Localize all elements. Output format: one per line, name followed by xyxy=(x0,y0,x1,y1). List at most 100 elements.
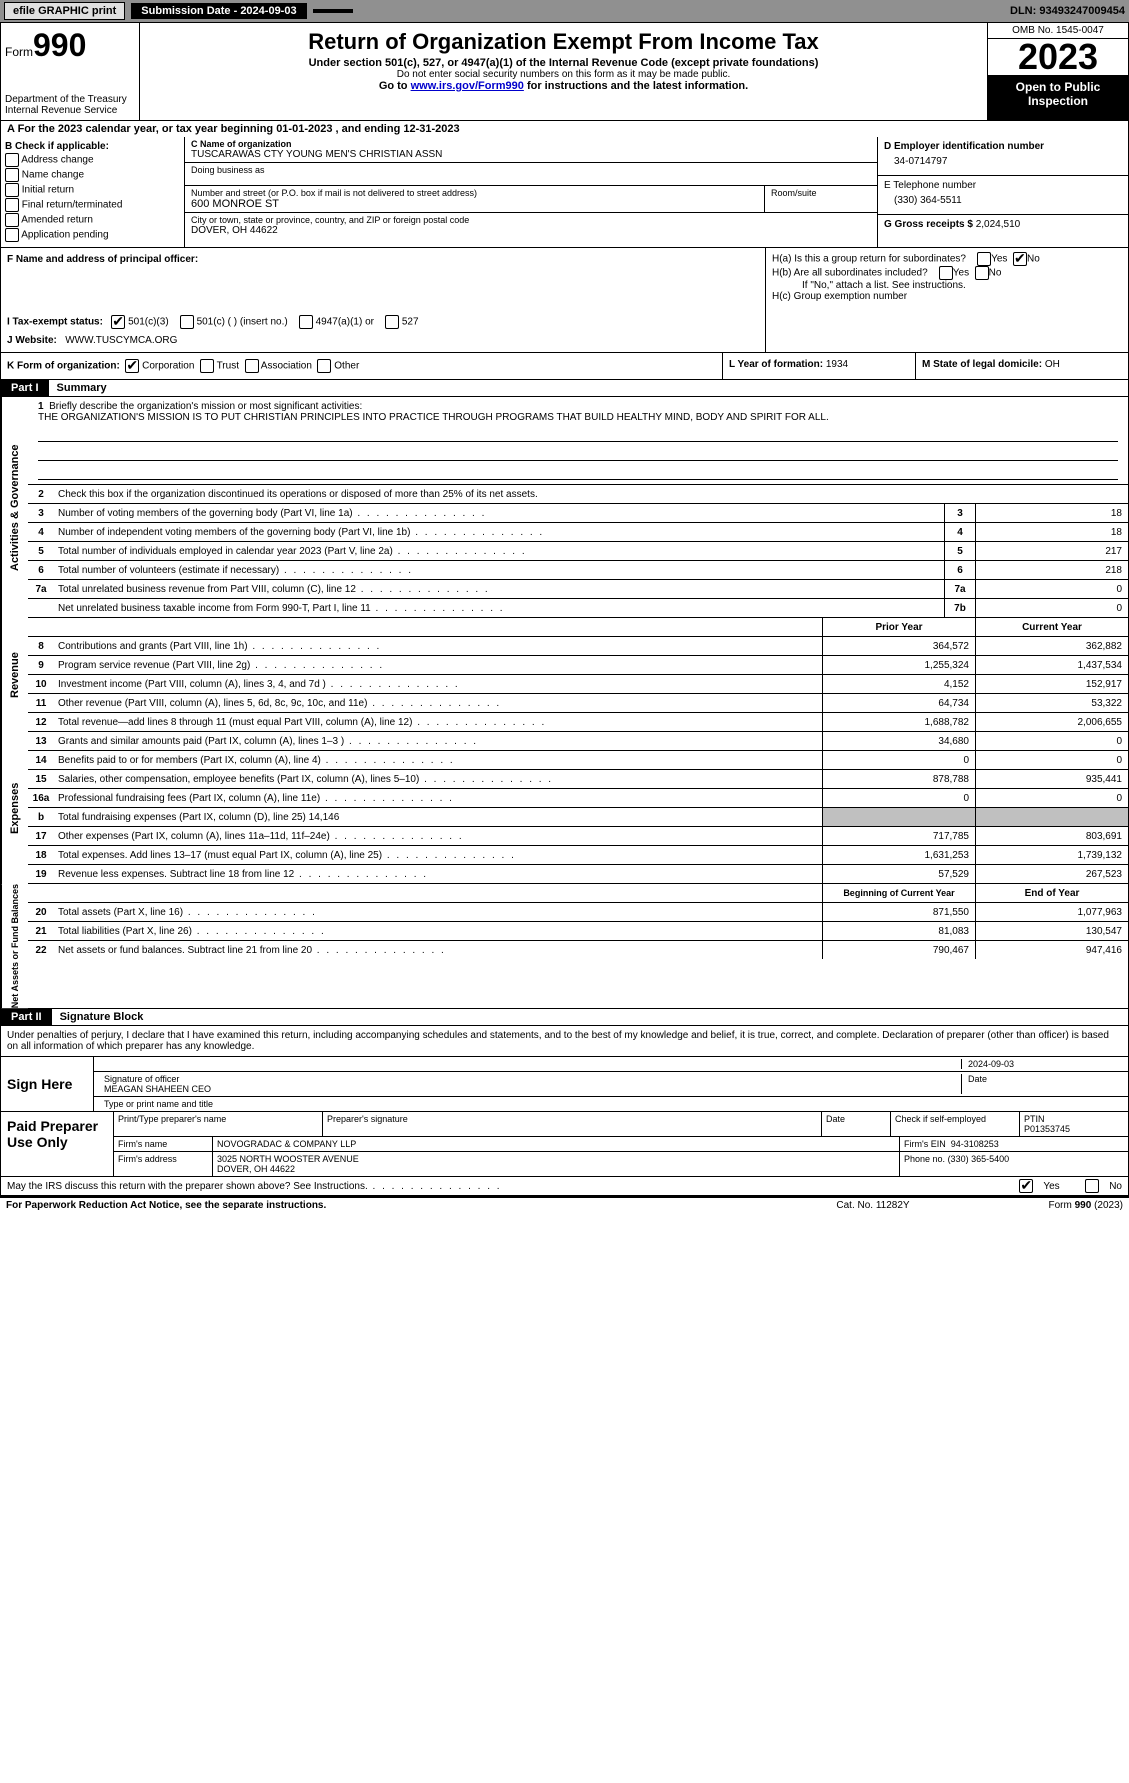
header-right: OMB No. 1545-0047 2023 Open to Public In… xyxy=(987,23,1128,120)
signature-block: Under penalties of perjury, I declare th… xyxy=(0,1026,1129,1177)
table-row: 7aTotal unrelated business revenue from … xyxy=(28,580,1128,599)
form-header: Form990 Department of the Treasury Inter… xyxy=(0,23,1129,121)
table-row: 13Grants and similar amounts paid (Part … xyxy=(28,732,1128,751)
initial-return-checkbox[interactable] xyxy=(5,183,19,197)
street-label: Number and street (or P.O. box if mail i… xyxy=(191,188,758,198)
form-number: 990 xyxy=(33,27,86,63)
net-assets-section: Net Assets or Fund Balances Beginning of… xyxy=(0,884,1129,1009)
top-toolbar: efile GRAPHIC print Submission Date - 20… xyxy=(0,0,1129,23)
name-change-checkbox[interactable] xyxy=(5,168,19,182)
city: DOVER, OH 44622 xyxy=(191,225,871,236)
exp-side-label: Expenses xyxy=(1,732,28,884)
section-i: I Tax-exempt status: 501(c)(3) 501(c) ( … xyxy=(7,315,759,329)
dept-label: Department of the Treasury Internal Reve… xyxy=(5,94,135,116)
line-a: A For the 2023 calendar year, or tax yea… xyxy=(0,121,1129,137)
section-fh: F Name and address of principal officer:… xyxy=(0,248,1129,353)
declaration-text: Under penalties of perjury, I declare th… xyxy=(1,1026,1128,1056)
form-subtitle: Under section 501(c), 527, or 4947(a)(1)… xyxy=(144,57,983,69)
table-row: 18Total expenses. Add lines 13–17 (must … xyxy=(28,846,1128,865)
4947-checkbox[interactable] xyxy=(299,315,313,329)
mission-block: 1 Briefly describe the organization's mi… xyxy=(28,397,1128,485)
table-row: 8Contributions and grants (Part VIII, li… xyxy=(28,637,1128,656)
discuss-no-checkbox[interactable] xyxy=(1085,1179,1099,1193)
table-row: 16aProfessional fundraising fees (Part I… xyxy=(28,789,1128,808)
ha-no-checkbox[interactable] xyxy=(1013,252,1027,266)
street: 600 MONROE ST xyxy=(191,198,758,210)
section-b-title: B Check if applicable: xyxy=(5,141,180,152)
tax-year: 2023 xyxy=(988,39,1128,76)
mission-text: THE ORGANIZATION'S MISSION IS TO PUT CHR… xyxy=(38,412,829,423)
ein-value: 34-0714797 xyxy=(884,152,1122,171)
501c-checkbox[interactable] xyxy=(180,315,194,329)
net-side-label: Net Assets or Fund Balances xyxy=(1,884,28,1008)
form-note2: Go to www.irs.gov/Form990 for instructio… xyxy=(144,80,983,92)
public-inspection: Open to Public Inspection xyxy=(988,76,1128,120)
table-row: 9Program service revenue (Part VIII, lin… xyxy=(28,656,1128,675)
part2-header: Part II Signature Block xyxy=(0,1009,1129,1026)
table-row: 14Benefits paid to or for members (Part … xyxy=(28,751,1128,770)
section-h: H(a) Is this a group return for subordin… xyxy=(765,248,1128,352)
table-row: 12Total revenue—add lines 8 through 11 (… xyxy=(28,713,1128,732)
hb-no-checkbox[interactable] xyxy=(975,266,989,280)
table-row: bTotal fundraising expenses (Part IX, co… xyxy=(28,808,1128,827)
assoc-checkbox[interactable] xyxy=(245,359,259,373)
suite-label: Room/suite xyxy=(765,186,877,212)
form-title: Return of Organization Exempt From Incom… xyxy=(144,29,983,55)
501c3-checkbox[interactable] xyxy=(111,315,125,329)
header-middle: Return of Organization Exempt From Incom… xyxy=(140,23,987,120)
table-row: 6Total number of volunteers (estimate if… xyxy=(28,561,1128,580)
efile-button[interactable]: efile GRAPHIC print xyxy=(4,2,125,20)
table-row: 15Salaries, other compensation, employee… xyxy=(28,770,1128,789)
final-return-checkbox[interactable] xyxy=(5,198,19,212)
table-row: 21Total liabilities (Part X, line 26)81,… xyxy=(28,922,1128,941)
city-label: City or town, state or province, country… xyxy=(191,215,871,225)
table-row: Net unrelated business taxable income fr… xyxy=(28,599,1128,618)
table-row: 3Number of voting members of the governi… xyxy=(28,504,1128,523)
other-checkbox[interactable] xyxy=(317,359,331,373)
bottom-bar: For Paperwork Reduction Act Notice, see … xyxy=(0,1196,1129,1213)
revenue-section: Revenue Prior Year Current Year 8Contrib… xyxy=(0,618,1129,732)
527-checkbox[interactable] xyxy=(385,315,399,329)
ha-yes-checkbox[interactable] xyxy=(977,252,991,266)
gov-side-label: Activities & Governance xyxy=(1,397,28,618)
section-klm: K Form of organization: Corporation Trus… xyxy=(0,353,1129,380)
paid-preparer-label: Paid Preparer Use Only xyxy=(1,1112,114,1176)
address-change-checkbox[interactable] xyxy=(5,153,19,167)
table-row: 11Other revenue (Part VIII, column (A), … xyxy=(28,694,1128,713)
section-b: B Check if applicable: Address change Na… xyxy=(1,137,185,247)
discuss-yes-checkbox[interactable] xyxy=(1019,1179,1033,1193)
table-row: 5Total number of individuals employed in… xyxy=(28,542,1128,561)
section-deg: D Employer identification number 34-0714… xyxy=(877,137,1128,247)
part1-header: Part I Summary xyxy=(0,380,1129,397)
form-note1: Do not enter social security numbers on … xyxy=(144,69,983,80)
phone-value: (330) 364-5511 xyxy=(884,191,1122,210)
gross-value: 2,024,510 xyxy=(976,219,1021,230)
amended-return-checkbox[interactable] xyxy=(5,213,19,227)
irs-link[interactable]: www.irs.gov/Form990 xyxy=(411,80,524,92)
gross-label: G Gross receipts $ xyxy=(884,219,973,230)
hb-yes-checkbox[interactable] xyxy=(939,266,953,280)
section-k: K Form of organization: Corporation Trus… xyxy=(1,353,723,379)
expenses-section: Expenses 13Grants and similar amounts pa… xyxy=(0,732,1129,884)
governance-section: Activities & Governance 1 Briefly descri… xyxy=(0,397,1129,618)
corp-checkbox[interactable] xyxy=(125,359,139,373)
dba-label: Doing business as xyxy=(191,165,871,175)
section-l: L Year of formation: 1934 xyxy=(723,353,916,379)
trust-checkbox[interactable] xyxy=(200,359,214,373)
submission-date-pill: Submission Date - 2024-09-03 xyxy=(131,3,306,19)
table-row: 17Other expenses (Part IX, column (A), l… xyxy=(28,827,1128,846)
table-row: 19Revenue less expenses. Subtract line 1… xyxy=(28,865,1128,884)
ein-label: D Employer identification number xyxy=(884,141,1122,152)
section-c: C Name of organization TUSCARAWAS CTY YO… xyxy=(185,137,877,247)
table-row: 10Investment income (Part VIII, column (… xyxy=(28,675,1128,694)
section-bcd: B Check if applicable: Address change Na… xyxy=(0,137,1129,248)
application-pending-checkbox[interactable] xyxy=(5,228,19,242)
table-row: 22Net assets or fund balances. Subtract … xyxy=(28,941,1128,959)
table-row: 20Total assets (Part X, line 16)871,5501… xyxy=(28,903,1128,922)
table-row: 4Number of independent voting members of… xyxy=(28,523,1128,542)
section-j: J Website: WWW.TUSCYMCA.ORG xyxy=(7,335,759,346)
org-name: TUSCARAWAS CTY YOUNG MEN'S CHRISTIAN ASS… xyxy=(191,149,871,160)
spacer-pill xyxy=(313,9,353,13)
form-prefix: Form xyxy=(5,45,33,59)
section-f: F Name and address of principal officer:… xyxy=(1,248,765,352)
